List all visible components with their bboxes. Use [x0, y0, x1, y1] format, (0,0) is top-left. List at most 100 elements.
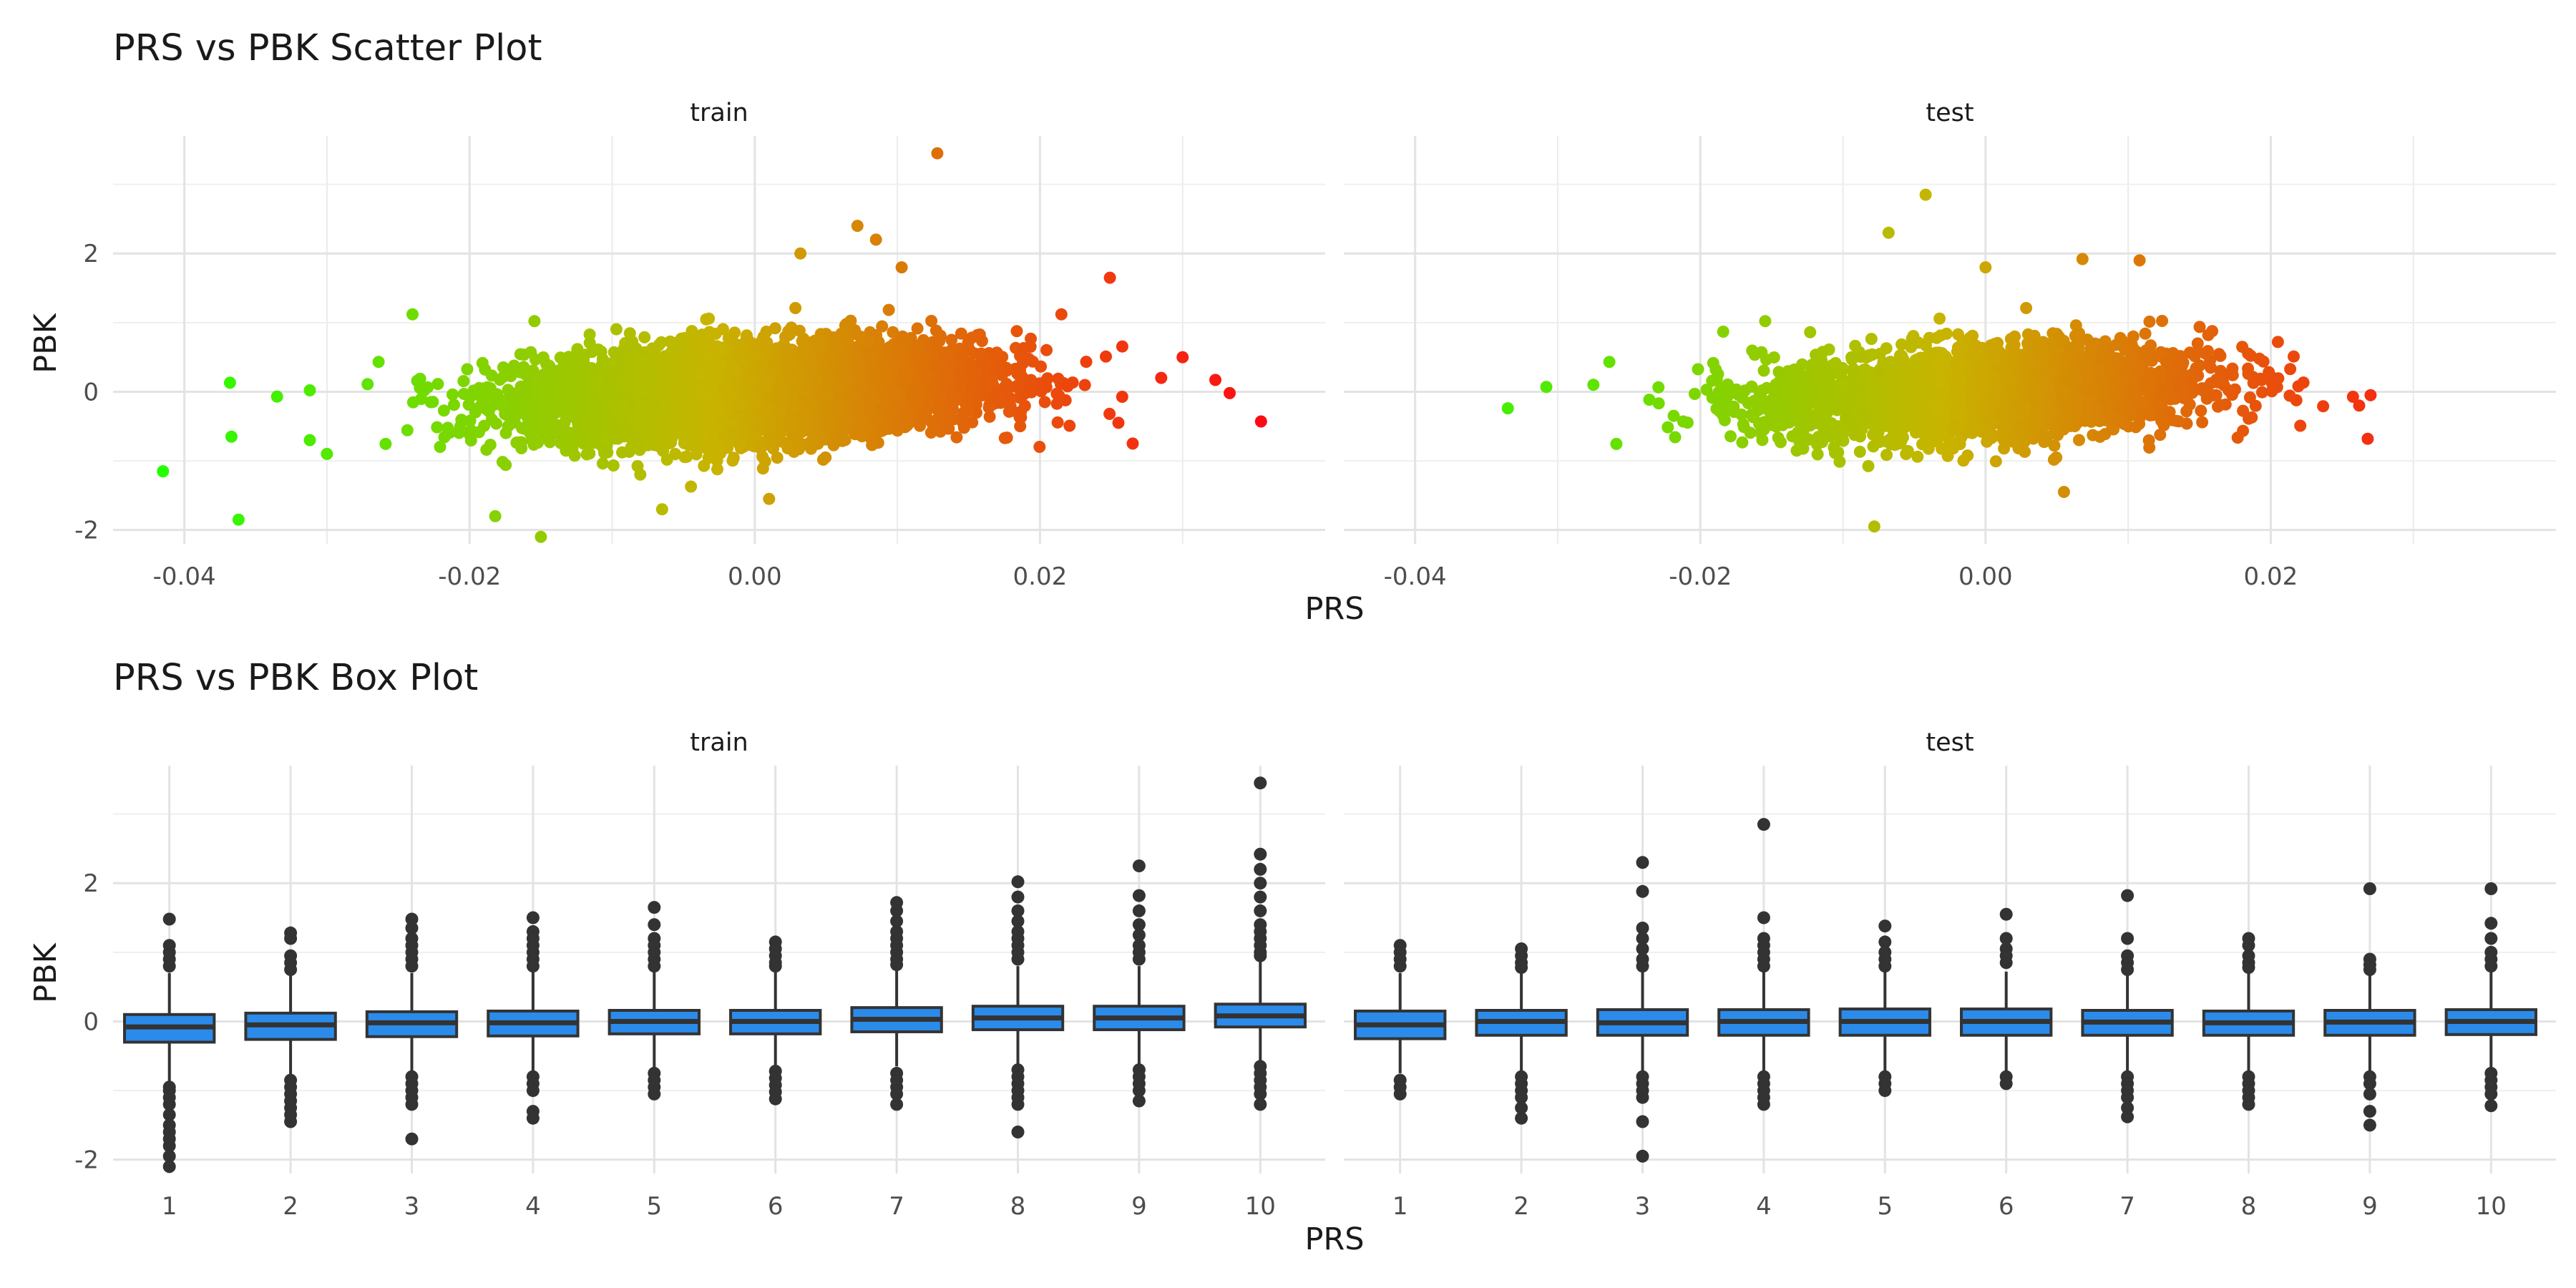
scatter-point [822, 371, 835, 384]
scatter-point [938, 401, 951, 414]
scatter-point [746, 373, 758, 386]
scatter-point [859, 376, 872, 389]
scatter-point [768, 380, 781, 392]
scatter-point [879, 381, 892, 394]
scatter-point [766, 382, 779, 395]
scatter-point [735, 391, 748, 404]
scatter-point [965, 357, 977, 370]
scatter-point [771, 366, 784, 379]
scatter-point [734, 429, 747, 442]
scatter-point [617, 385, 630, 398]
scatter-point [819, 384, 831, 396]
scatter-point [745, 400, 758, 413]
scatter-point [738, 399, 751, 411]
scatter-point [650, 415, 663, 428]
scatter-point [743, 390, 756, 403]
scatter-point [621, 404, 634, 417]
scatter-point [693, 378, 706, 391]
scatter-point [793, 375, 806, 388]
scatter-point [700, 406, 713, 419]
scatter-point [768, 371, 781, 384]
scatter-point [816, 383, 829, 396]
scatter-point [706, 401, 718, 414]
scatter-point [787, 383, 800, 396]
scatter-point [742, 404, 755, 416]
scatter-point [747, 440, 760, 452]
scatter-point [704, 395, 717, 408]
scatter-point [676, 396, 689, 409]
scatter-point [605, 365, 618, 378]
scatter-point [638, 406, 650, 419]
scatter-point [731, 394, 743, 407]
scatter-point [794, 353, 806, 366]
scatter-point [691, 384, 704, 396]
scatter-point [589, 418, 602, 431]
scatter-point [713, 353, 726, 366]
scatter-point [716, 366, 728, 379]
scatter-point [886, 390, 899, 403]
scatter-point [778, 346, 791, 358]
scatter-point [867, 366, 879, 379]
scatter-point [660, 356, 673, 369]
scatter-point [771, 386, 784, 399]
scatter-point [887, 349, 899, 362]
scatter-point [596, 415, 609, 428]
scatter-point [1025, 332, 1037, 345]
scatter-point [931, 382, 943, 395]
scatter-point [766, 418, 779, 431]
scatter-point [705, 369, 718, 382]
scatter-point [455, 414, 468, 426]
scatter-point [703, 390, 716, 403]
scatter-point [799, 395, 811, 408]
scatter-point [606, 389, 619, 401]
scatter-point [869, 359, 882, 372]
scatter-point [817, 395, 830, 408]
scatter-point [713, 426, 726, 439]
scatter-point [648, 418, 660, 431]
scatter-point [711, 431, 723, 444]
scatter-point [840, 378, 853, 391]
scatter-point [767, 375, 780, 388]
scatter-point [763, 356, 776, 368]
scatter-point [663, 371, 675, 384]
scatter-point [794, 376, 807, 389]
scatter-point [875, 384, 887, 396]
scatter-point [893, 353, 906, 366]
scatter-point [722, 383, 735, 396]
scatter-point [778, 346, 791, 359]
scatter-point [862, 385, 875, 398]
scatter-point [945, 333, 958, 346]
scatter-point [923, 384, 936, 396]
scatter-point [942, 381, 955, 394]
scatter-point [670, 406, 683, 419]
scatter-point [658, 404, 670, 417]
scatter-point [650, 361, 663, 374]
scatter-point [630, 383, 643, 396]
scatter-point [893, 399, 906, 412]
scatter-point [947, 413, 960, 426]
scatter-point [894, 383, 907, 396]
scatter-point [697, 376, 710, 389]
scatter-point [1038, 396, 1051, 409]
scatter-point [673, 388, 686, 401]
scatter-point [693, 424, 706, 437]
scatter-point [845, 382, 858, 395]
scatter-point [852, 375, 864, 388]
scatter-point [806, 425, 819, 437]
scatter-point [761, 397, 774, 410]
scatter-point [851, 398, 864, 411]
scatter-point [756, 436, 769, 449]
scatter-point [527, 398, 540, 411]
scatter-point [853, 371, 866, 384]
scatter-point [732, 399, 745, 411]
scatter-point [686, 376, 698, 389]
scatter-point [610, 426, 623, 439]
scatter-point [715, 388, 728, 401]
scatter-point [552, 376, 565, 389]
scatter-point [829, 379, 842, 392]
scatter-point [922, 376, 935, 389]
scatter-point [733, 400, 746, 413]
scatter-point [846, 351, 859, 364]
scatter-point [957, 384, 970, 397]
scatter-point [809, 380, 822, 393]
